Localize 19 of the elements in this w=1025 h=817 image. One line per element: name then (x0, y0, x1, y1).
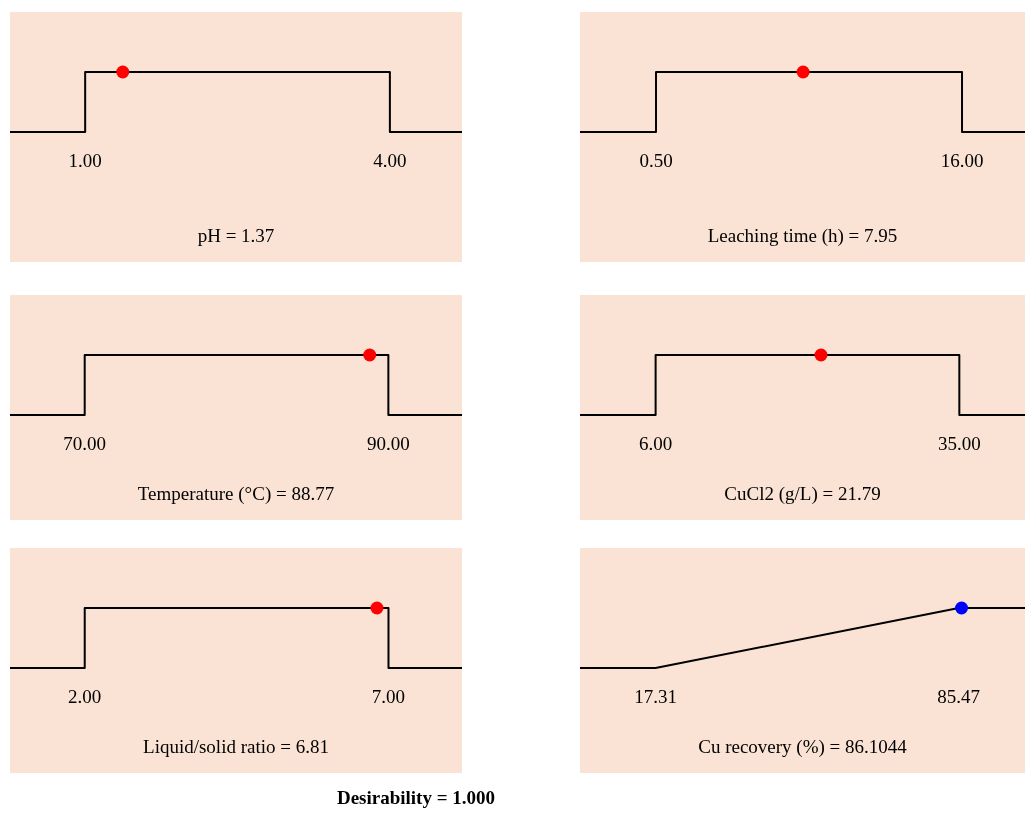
x-tick-label: 85.47 (937, 686, 981, 707)
x-axis-title: Leaching time (h) = 7.95 (707, 225, 898, 247)
x-axis-title: Liquid/solid ratio = 6.81 (143, 736, 329, 757)
x-tick-label: 2.00 (68, 686, 102, 707)
x-tick-label: 35.00 (937, 433, 981, 454)
x-tick-label: 16.00 (940, 150, 984, 171)
x-axis-title: Cu recovery (%) = 86.1044 (698, 736, 908, 758)
x-axis-title: Temperature (°C) = 88.77 (137, 483, 335, 505)
x-tick-label: 4.00 (373, 150, 407, 171)
x-tick-label: 17.31 (634, 686, 677, 707)
x-tick-label: 6.00 (638, 433, 673, 454)
x-axis-title: pH = 1.37 (197, 225, 275, 246)
x-tick-label: 7.00 (371, 686, 406, 707)
x-tick-label: 70.00 (63, 433, 107, 454)
text: Desirability = 1.000 (336, 787, 496, 808)
x-tick-label: 90.00 (366, 433, 410, 454)
x-tick-label: 0.50 (639, 150, 673, 171)
x-tick-label: 1.00 (68, 150, 102, 171)
x-axis-title: CuCl2 (g/L) = 21.79 (724, 483, 881, 505)
